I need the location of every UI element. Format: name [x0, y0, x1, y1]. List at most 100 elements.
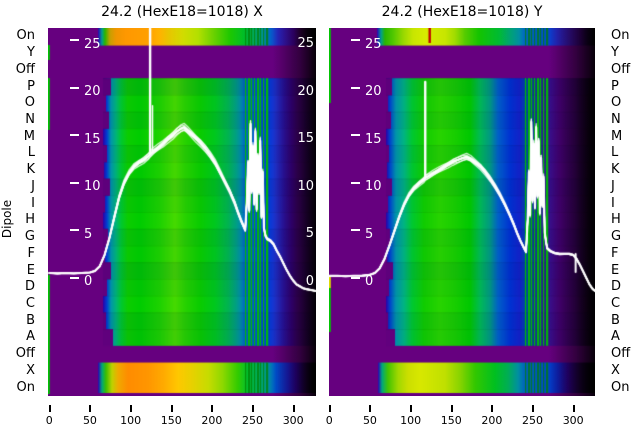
tick-dash	[351, 134, 360, 136]
inner-tick-label-0: 0	[70, 274, 92, 290]
x-axis-tick-150	[170, 405, 173, 412]
row-label-left-x-20: X	[26, 362, 35, 378]
inner-right-tick-0: 0	[305, 273, 314, 289]
inner-tick-label-20: 20	[70, 84, 101, 100]
inner-tick-label-5: 5	[351, 226, 373, 242]
tick-dash	[70, 86, 79, 89]
row-label-left-e-14: E	[26, 262, 35, 278]
row-label-right-j-9: J	[611, 178, 615, 194]
x-axis-tick-label-150: 150	[440, 414, 462, 427]
tick-dash	[70, 39, 79, 41]
x-axis-tick-50	[369, 405, 372, 412]
tick-value: 0	[84, 274, 93, 289]
tick-dash	[351, 181, 360, 184]
row-label-right-m-6: M	[611, 128, 623, 144]
inner-tick-label-5: 5	[70, 226, 92, 242]
x-axis-tick-100	[410, 405, 412, 412]
row-label-left-b-17: B	[26, 312, 35, 328]
row-label-left-g-12: G	[24, 229, 35, 245]
x-axis-tick-300	[292, 405, 295, 412]
row-label-right-on-21: On	[611, 379, 630, 395]
row-label-right-f-13: F	[611, 245, 619, 261]
row-label-left-k-8: K	[26, 162, 35, 178]
tick-value: 15	[365, 131, 382, 147]
panel-title-x: 24.2 (HexE18=1018) X	[101, 4, 263, 20]
row-label-left-o-4: O	[24, 95, 35, 111]
panel-title-y: 24.2 (HexE18=1018) Y	[381, 4, 543, 20]
row-label-right-k-8: K	[611, 162, 620, 178]
row-label-left-m-6: M	[23, 128, 35, 144]
x-axis-tick-label-250: 250	[242, 414, 264, 427]
tick-value: 0	[365, 274, 374, 289]
inner-tick-label-15: 15	[70, 131, 101, 147]
tick-value: 20	[365, 84, 382, 99]
row-label-left-y-1: Y	[27, 45, 35, 61]
inner-right-tick-5: 5	[305, 226, 314, 241]
x-axis-tick-0	[328, 405, 331, 412]
row-label-right-on-0: On	[611, 28, 630, 44]
row-label-right-i-10: I	[611, 195, 615, 211]
x-axis-tick-label-100: 100	[400, 414, 422, 427]
inner-tick-label-10: 10	[351, 179, 382, 195]
row-label-right-o-4: O	[611, 95, 622, 111]
row-label-left-d-15: D	[24, 279, 35, 295]
row-label-right-n-5: N	[611, 112, 621, 127]
inner-tick-label-10: 10	[70, 179, 101, 195]
x-axis-tick-100	[130, 405, 132, 412]
row-label-left-a-18: A	[26, 329, 35, 345]
row-label-left-f-13: F	[27, 245, 35, 261]
tick-dash	[351, 276, 360, 279]
tick-value: 5	[365, 226, 374, 242]
row-label-right-g-12: G	[611, 229, 622, 245]
x-axis-tick-label-300: 300	[282, 414, 304, 427]
row-label-right-e-14: E	[611, 262, 620, 278]
row-label-right-p-3: P	[611, 78, 619, 94]
tick-value: 20	[84, 84, 101, 99]
tick-value: 25	[84, 36, 101, 52]
inner-right-tick-15: 15	[297, 131, 314, 146]
row-label-right-d-15: D	[611, 279, 622, 295]
heatmap-panel-x	[48, 28, 316, 396]
inner-tick-label-20: 20	[351, 84, 382, 100]
inner-tick-label-15: 15	[351, 131, 382, 147]
row-label-left-on-21: On	[16, 379, 35, 395]
x-axis-tick-label-100: 100	[120, 414, 142, 427]
inner-right-tick-20: 20	[297, 83, 314, 99]
heatmap-panel-y	[329, 28, 595, 396]
x-axis-tick-0	[48, 405, 51, 412]
x-axis-tick-300	[572, 405, 575, 412]
row-label-right-off-2: Off	[611, 61, 631, 77]
tick-dash	[351, 39, 360, 41]
tick-value: 10	[84, 179, 101, 194]
inner-right-tick-25: 25	[297, 36, 314, 51]
x-axis-tick-label-200: 200	[201, 414, 223, 427]
x-axis-tick-200	[211, 405, 214, 412]
tick-dash	[351, 86, 360, 89]
x-axis-tick-50	[89, 405, 92, 412]
row-label-left-c-16: C	[25, 296, 35, 311]
row-label-left-j-9: J	[31, 178, 35, 194]
inner-tick-label-0: 0	[351, 274, 373, 290]
x-axis-tick-200	[491, 405, 494, 412]
row-label-left-p-3: P	[27, 78, 35, 94]
x-axis-tick-label-250: 250	[522, 414, 544, 427]
inner-tick-label-25: 25	[351, 36, 382, 52]
row-label-left-i-10: I	[31, 195, 35, 211]
tick-dash	[351, 229, 360, 231]
row-label-right-c-16: C	[611, 296, 621, 311]
row-label-right-y-1: Y	[611, 45, 619, 61]
row-label-left-h-11: H	[25, 212, 35, 228]
tick-dash	[70, 229, 79, 231]
row-label-left-on-0: On	[16, 28, 35, 44]
x-axis-tick-label-0: 0	[325, 414, 333, 427]
x-axis-tick-250	[531, 405, 534, 412]
row-label-right-a-18: A	[611, 329, 620, 345]
inner-tick-label-25: 25	[70, 36, 101, 52]
x-axis-tick-label-150: 150	[160, 414, 182, 427]
x-axis-tick-label-300: 300	[562, 414, 584, 427]
x-axis-tick-label-50: 50	[362, 414, 377, 427]
row-label-right-off-19: Off	[611, 346, 631, 362]
row-label-right-l-7: L	[611, 145, 619, 161]
row-label-right-b-17: B	[611, 312, 620, 328]
